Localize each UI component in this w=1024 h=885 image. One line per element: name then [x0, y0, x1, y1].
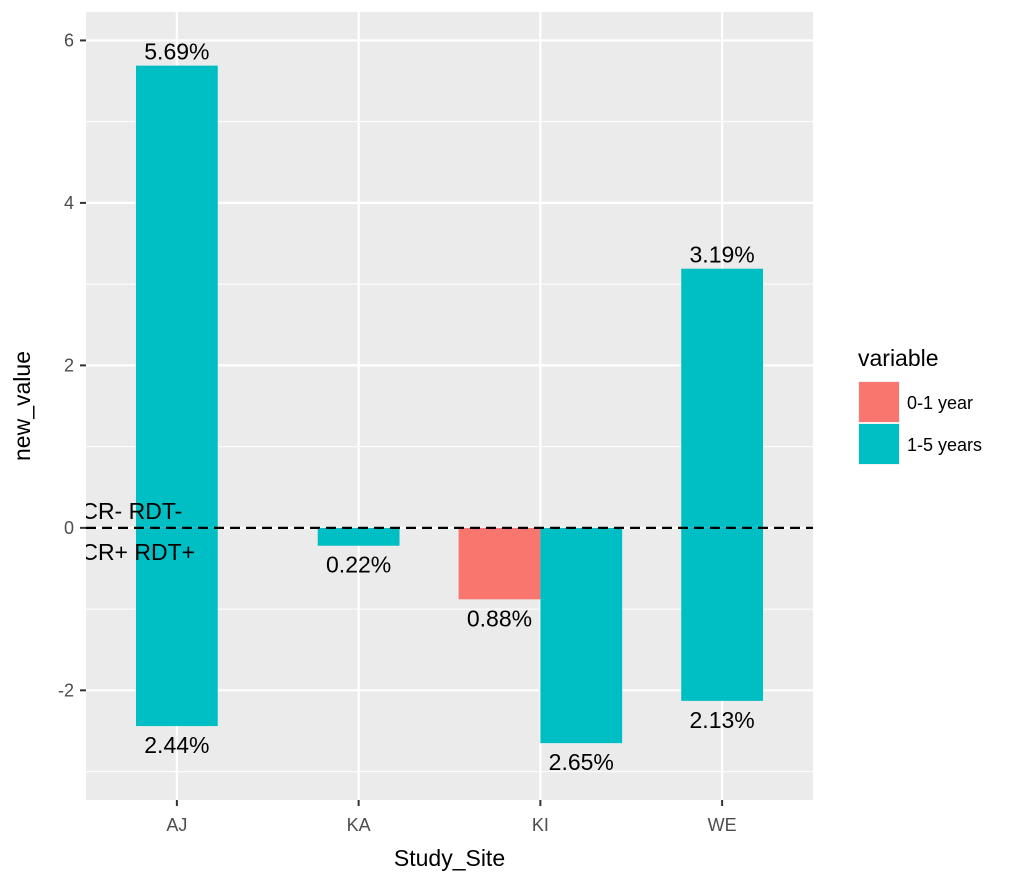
x-tick-label: AJ: [166, 815, 187, 835]
x-axis-title: Study_Site: [394, 845, 505, 871]
y-axis: -2 0 2 4 6: [58, 30, 86, 700]
bar-aj: [135, 527, 218, 727]
legend-label: 0-1 year: [907, 393, 973, 413]
x-axis: AJ KA KI WE: [166, 800, 737, 835]
bar-we: [681, 268, 764, 528]
bar-we: [681, 527, 764, 701]
x-tick-label: KA: [347, 815, 371, 835]
y-tick-label: 2: [64, 355, 74, 375]
legend-title: variable: [858, 345, 939, 371]
data-label: 2.65%: [549, 749, 614, 775]
data-label: 5.69%: [144, 39, 209, 65]
y-tick-label: 4: [64, 193, 74, 213]
y-tick-label: 6: [64, 30, 74, 50]
legend: variable 0-1 year 1-5 years: [858, 345, 982, 465]
x-tick-label: WE: [708, 815, 737, 835]
y-axis-title: new_value: [9, 351, 35, 461]
data-label: 2.44%: [144, 732, 209, 758]
annotation-label: PCR+ RDT+: [66, 539, 195, 565]
x-tick-label: KI: [532, 815, 549, 835]
bar-ki: [540, 527, 623, 744]
legend-label: 1-5 years: [907, 435, 982, 455]
data-label: 0.22%: [326, 552, 391, 578]
annotations: PCR- RDT- PCR+ RDT+: [66, 498, 195, 565]
data-labels: 0.88% 5.69% 2.44% 0.22% 2.65% 3.19% 2.13%: [144, 39, 754, 776]
y-tick-label: 0: [64, 518, 74, 538]
y-tick-label: -2: [58, 680, 74, 700]
annotation-label: PCR- RDT-: [66, 498, 182, 524]
data-label: 3.19%: [690, 242, 755, 268]
data-label: 0.88%: [467, 605, 532, 631]
bars: [135, 65, 764, 744]
legend-swatch: [859, 424, 899, 464]
data-label: 2.13%: [690, 707, 755, 733]
bar-ki: [458, 527, 541, 600]
bar-aj: [135, 65, 218, 528]
bar-ka: [317, 527, 400, 546]
legend-swatch: [859, 382, 899, 422]
